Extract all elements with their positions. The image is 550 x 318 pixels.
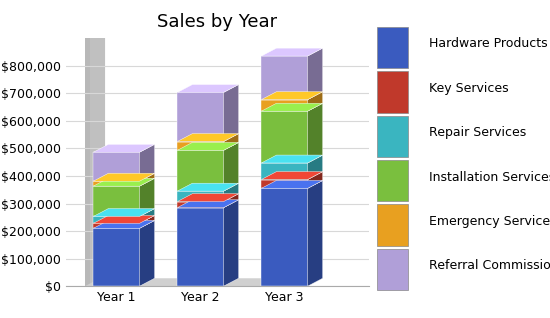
Polygon shape: [94, 215, 155, 223]
Polygon shape: [223, 183, 239, 202]
Title: Sales by Year: Sales by Year: [157, 13, 277, 31]
Polygon shape: [223, 134, 239, 150]
Polygon shape: [94, 178, 155, 186]
Bar: [177, 93, 223, 142]
Polygon shape: [177, 85, 239, 93]
Polygon shape: [94, 144, 155, 152]
Polygon shape: [261, 48, 323, 56]
Polygon shape: [177, 200, 239, 208]
Text: Referral Commissions: Referral Commissions: [428, 259, 550, 273]
Bar: [261, 100, 307, 111]
Bar: [377, 116, 408, 157]
Polygon shape: [85, 278, 323, 286]
Bar: [261, 180, 307, 188]
Polygon shape: [223, 200, 239, 286]
Bar: [377, 27, 408, 68]
Polygon shape: [94, 173, 155, 181]
Polygon shape: [307, 155, 323, 180]
Polygon shape: [140, 173, 155, 186]
Polygon shape: [307, 180, 323, 286]
Polygon shape: [307, 92, 323, 111]
Bar: [261, 188, 307, 286]
Text: Installation Services: Installation Services: [428, 170, 550, 183]
Polygon shape: [307, 103, 323, 163]
Bar: [177, 202, 223, 208]
Polygon shape: [223, 142, 239, 191]
Text: Hardware Products: Hardware Products: [428, 38, 547, 50]
Bar: [94, 217, 140, 223]
Polygon shape: [140, 144, 155, 181]
Bar: [177, 150, 223, 191]
Polygon shape: [177, 142, 239, 150]
Polygon shape: [94, 209, 155, 217]
Polygon shape: [177, 134, 239, 142]
Polygon shape: [261, 180, 323, 188]
Bar: [85, 38, 90, 286]
Bar: [261, 56, 307, 100]
Polygon shape: [261, 103, 323, 111]
Bar: [94, 181, 140, 186]
Polygon shape: [140, 215, 155, 228]
Polygon shape: [177, 183, 239, 191]
Text: Emergency Services: Emergency Services: [428, 215, 550, 228]
Polygon shape: [90, 30, 105, 286]
Bar: [177, 191, 223, 202]
Bar: [377, 71, 408, 113]
Bar: [94, 223, 140, 228]
Bar: [377, 160, 408, 201]
Polygon shape: [261, 155, 323, 163]
Bar: [377, 204, 408, 246]
Polygon shape: [223, 85, 239, 142]
Polygon shape: [261, 92, 323, 100]
Bar: [177, 142, 223, 150]
Polygon shape: [177, 194, 239, 202]
Bar: [377, 249, 408, 290]
Polygon shape: [140, 220, 155, 286]
Text: Repair Services: Repair Services: [428, 126, 526, 139]
Polygon shape: [140, 209, 155, 223]
Bar: [177, 208, 223, 286]
Polygon shape: [223, 194, 239, 208]
Polygon shape: [261, 172, 323, 180]
Bar: [94, 186, 140, 217]
Polygon shape: [94, 220, 155, 228]
Bar: [94, 228, 140, 286]
Bar: [261, 163, 307, 180]
Polygon shape: [307, 48, 323, 100]
Bar: [261, 111, 307, 163]
Polygon shape: [140, 178, 155, 217]
Bar: [94, 152, 140, 181]
Text: Key Services: Key Services: [428, 82, 508, 95]
Polygon shape: [307, 172, 323, 188]
